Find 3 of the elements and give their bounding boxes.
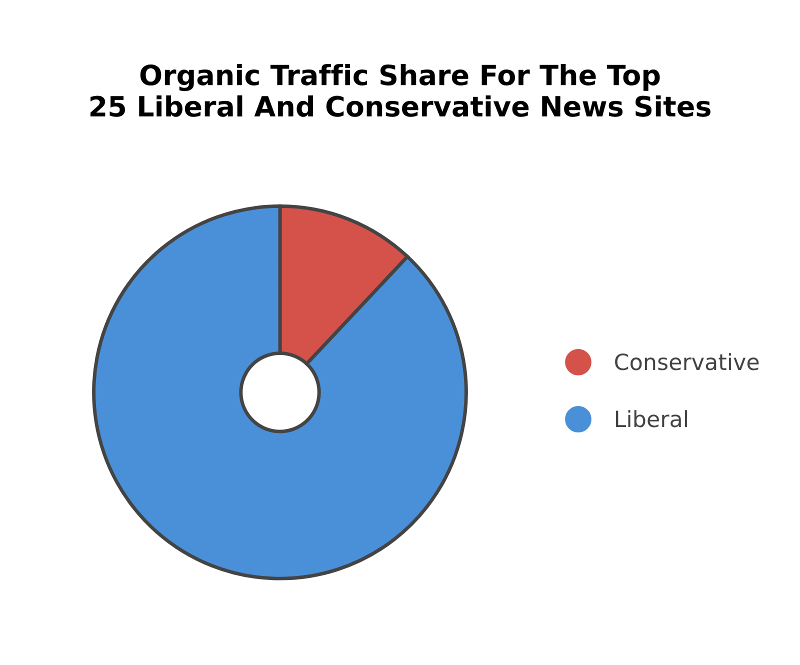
chart-title: Organic Traffic Share For The Top 25 Liberal And Conservative News Sites xyxy=(90,64,710,117)
legend-label: Conservative xyxy=(615,353,759,370)
legend-label: Liberal xyxy=(616,410,687,428)
